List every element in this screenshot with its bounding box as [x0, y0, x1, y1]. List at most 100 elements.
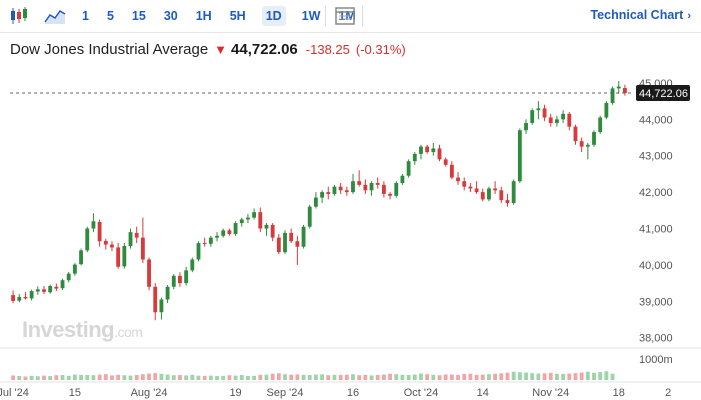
candle-body: [388, 193, 392, 196]
volume-bar: [524, 372, 528, 380]
candle-body: [468, 186, 473, 189]
volume-bar: [48, 376, 53, 380]
candle-body: [264, 224, 269, 229]
candle-body: [616, 86, 621, 89]
x-tick-label: 18: [613, 387, 625, 399]
volume-bar: [320, 374, 325, 380]
y-tick-label: 39,000: [639, 296, 673, 308]
candle-body: [548, 117, 553, 123]
candle-body: [480, 192, 485, 200]
volume-bar: [431, 374, 436, 380]
panel-icon[interactable]: [334, 6, 356, 26]
volume-bar: [536, 373, 541, 380]
volume-bar: [258, 374, 263, 380]
technical-chart-link[interactable]: Technical Chart ›: [590, 8, 691, 22]
candle-body: [85, 228, 90, 251]
candle-body: [301, 226, 306, 247]
volume-bar: [462, 373, 467, 380]
candle-body: [338, 186, 343, 191]
chart-toolbar: 1 5 15 30 1H 5H 1D 1W 1M Technical Chart…: [0, 0, 701, 33]
timeframe-30[interactable]: 30: [163, 9, 178, 23]
candle-body: [215, 235, 219, 238]
x-tick-label: Nov '24: [532, 387, 569, 399]
candle-body: [530, 110, 535, 123]
candle-body: [208, 237, 213, 244]
volume-bar: [264, 374, 269, 380]
candle-body: [246, 217, 250, 220]
candle-body: [171, 275, 176, 287]
candle-body: [289, 232, 294, 242]
down-arrow-icon: ▼: [214, 41, 228, 57]
toolbar-divider: [325, 6, 326, 26]
volume-bar: [270, 373, 275, 380]
candle-body: [351, 181, 355, 193]
candle-body: [276, 237, 281, 253]
candle-body: [23, 296, 28, 299]
timeframe-5[interactable]: 5: [106, 9, 114, 23]
volume-bar: [542, 373, 547, 380]
volume-bar: [122, 375, 127, 380]
volume-bar: [295, 374, 300, 380]
candle-body: [443, 159, 448, 165]
candle-body: [147, 259, 151, 287]
volume-bar: [610, 373, 615, 380]
candle-body: [579, 141, 584, 147]
area-chart-icon[interactable]: [44, 6, 66, 26]
volume-bar: [165, 374, 170, 380]
candle-body: [400, 175, 405, 184]
current-price-label: 44,722.06: [639, 88, 688, 100]
candlestick-icon[interactable]: [8, 6, 30, 26]
volume-bar: [449, 374, 454, 380]
timeframe-15[interactable]: 15: [131, 9, 146, 23]
timeframe-1h[interactable]: 1H: [195, 9, 212, 23]
volume-bar: [406, 375, 411, 380]
candle-body: [567, 113, 572, 127]
volume-bar: [196, 375, 201, 380]
timeframe-5h[interactable]: 5H: [229, 9, 246, 23]
candle-body: [474, 188, 479, 193]
chevron-right-icon: ›: [687, 10, 691, 22]
candle-body: [487, 188, 491, 200]
candle-body: [431, 148, 436, 153]
volume-bar: [474, 375, 479, 380]
volume-bar: [116, 374, 121, 380]
candle-body: [116, 247, 121, 267]
volume-bar: [227, 375, 232, 380]
volume-bar: [555, 373, 559, 380]
x-tick-label: Sep '24: [267, 387, 304, 399]
volume-bar: [585, 371, 590, 380]
volume-bar: [215, 376, 219, 380]
x-tick-label: 19: [229, 387, 241, 399]
volume-bar: [351, 374, 355, 380]
candle-body: [511, 181, 516, 204]
candle-body: [357, 181, 362, 185]
candle-body: [178, 275, 182, 284]
volume-bar: [313, 374, 318, 380]
timeframe-1w[interactable]: 1W: [301, 9, 321, 23]
candle-body: [252, 212, 257, 218]
volume-bar: [419, 373, 423, 380]
candle-body: [437, 148, 442, 160]
candle-body: [505, 200, 510, 204]
candle-body: [184, 270, 189, 284]
volume-bar: [443, 374, 448, 380]
x-tick-label: 2: [665, 387, 671, 399]
last-price: 44,722.06: [231, 40, 298, 58]
volume-bar: [344, 374, 349, 380]
volume-bar: [276, 373, 281, 380]
price-change: -138.25: [305, 41, 350, 57]
volume-bar: [42, 375, 46, 380]
instrument-header: Dow Jones Industrial Average ▼ 44,722.06…: [10, 38, 406, 60]
candle-body: [542, 108, 547, 118]
timeframe-1[interactable]: 1: [82, 9, 89, 23]
volume-bar: [35, 376, 40, 380]
technical-chart-label: Technical Chart: [590, 8, 684, 22]
volume-bar: [239, 375, 244, 380]
candle-body: [449, 164, 454, 178]
candle-body: [11, 295, 16, 301]
price-change-percent: (-0.31%): [355, 41, 406, 57]
timeframe-1d[interactable]: 1D: [261, 6, 286, 26]
volume-bar: [487, 374, 491, 380]
y-tick-label: 42,000: [639, 187, 673, 199]
